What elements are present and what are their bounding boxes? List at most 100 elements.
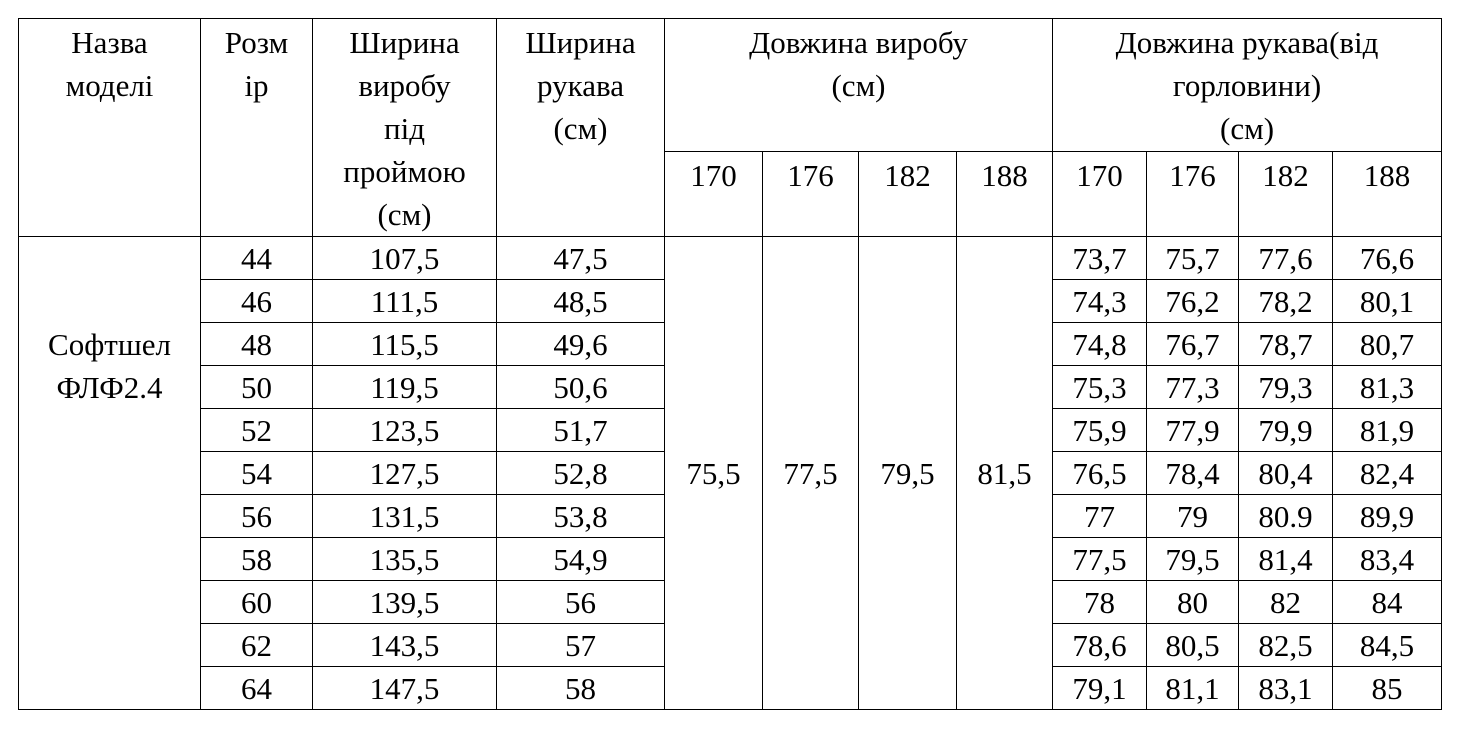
header-cell: Довжина виробу (см) xyxy=(663,17,1054,153)
table-row: 60 139,5 56 78 80 82 84 xyxy=(19,580,1443,624)
size-cell: 60 xyxy=(200,580,313,624)
sleeve-length-cell: 76,5 xyxy=(1052,451,1148,495)
body-width-cell: 119,5 xyxy=(312,365,497,409)
sleeve-length-cell: 76,7 xyxy=(1146,322,1240,366)
sleeve-length-cell: 76,2 xyxy=(1146,279,1240,323)
sleeve-length-cell: 78,7 xyxy=(1238,322,1334,366)
sleeve-length-cell: 75,9 xyxy=(1052,408,1148,452)
sleeve-length-cell: 79,3 xyxy=(1238,365,1334,409)
sleeve-length-cell: 81,9 xyxy=(1332,408,1443,452)
size-cell: 54 xyxy=(200,451,313,495)
size-cell: 64 xyxy=(200,666,313,710)
sleeve-length-cell: 89,9 xyxy=(1332,494,1443,538)
header-cell: Назва моделі xyxy=(18,18,201,237)
table-row: 54 127,5 52,8 76,5 78,4 80,4 82,4 xyxy=(19,451,1443,495)
header-cell: Ширина рукава (см) xyxy=(496,18,665,237)
sleeve-length-cell: 75,7 xyxy=(1146,236,1240,280)
body-width-cell: 127,5 xyxy=(312,451,497,495)
sleeve-width-cell: 54,9 xyxy=(496,537,665,581)
sleeve-length-cell: 74,3 xyxy=(1052,279,1148,323)
body-width-cell: 143,5 xyxy=(312,623,497,667)
header-cell: Розм ір xyxy=(200,18,313,237)
sleeve-length-cell: 83,4 xyxy=(1332,537,1443,581)
table-row: 52 123,5 51,7 75,9 77,9 79,9 81,9 xyxy=(19,408,1443,452)
size-cell: 52 xyxy=(200,408,313,452)
sleeve-length-cell: 76,6 xyxy=(1332,236,1443,280)
table-row: Назва моделі Розм ір Ширина виробу під про… xyxy=(18,17,1443,237)
body-width-cell: 131,5 xyxy=(312,494,497,538)
model-name: Софтшел ФЛФ2.4 xyxy=(18,236,201,710)
height-header: 188 xyxy=(1332,151,1443,237)
sleeve-length-cell: 82,4 xyxy=(1332,451,1443,495)
sleeve-length-cell: 73,7 xyxy=(1052,236,1148,280)
sleeve-length-cell: 80.9 xyxy=(1238,494,1334,538)
size-cell: 48 xyxy=(200,322,313,366)
height-header: 170 xyxy=(1052,151,1148,237)
body-width-cell: 139,5 xyxy=(312,580,497,624)
sleeve-width-cell: 51,7 xyxy=(496,408,665,452)
body-width-cell: 135,5 xyxy=(312,537,497,581)
header-cell: Ширина виробу під проймою (см) xyxy=(312,18,497,237)
sleeve-width-cell: 47,5 xyxy=(496,236,665,280)
table-row: Софтшел ФЛФ2.4 44 107,5 47,5 75,5 77,5 79,5 81,… xyxy=(18,236,1443,710)
sleeve-length-cell: 81,4 xyxy=(1238,537,1334,581)
table-row: 50 119,5 50,6 75,3 77,3 79,3 81,3 xyxy=(19,365,1443,409)
sleeve-length-cell: 77,6 xyxy=(1238,236,1334,280)
product-length-cell: 75,5 xyxy=(664,236,763,710)
sleeve-length-cell: 78 xyxy=(1052,580,1148,624)
sleeve-length-cell: 83,1 xyxy=(1238,666,1334,710)
table-row: 48 115,5 49,6 74,8 76,7 78,7 80,7 xyxy=(19,322,1443,366)
sleeve-length-cell: 85 xyxy=(1332,666,1443,710)
sleeve-length-cell: 80,5 xyxy=(1146,623,1240,667)
sleeve-width-cell: 57 xyxy=(496,623,665,667)
sleeve-length-cell: 74,8 xyxy=(1052,322,1148,366)
header-cell: Довжина рукава(від горловини) (см) xyxy=(1052,17,1443,153)
table-row: 64 147,5 58 79,1 81,1 83,1 85 xyxy=(19,666,1443,710)
sleeve-width-cell: 50,6 xyxy=(496,365,665,409)
size-cell: 58 xyxy=(200,537,313,581)
table-row: 62 143,5 57 78,6 80,5 82,5 84,5 xyxy=(19,623,1443,667)
sleeve-width-cell: 49,6 xyxy=(496,322,665,366)
sleeve-length-cell: 82 xyxy=(1238,580,1334,624)
size-table: Назва моделі Розм ір Ширина виробу під про… xyxy=(18,17,1443,710)
table-row: 58 135,5 54,9 77,5 79,5 81,4 83,4 xyxy=(19,537,1443,581)
body-width-cell: 123,5 xyxy=(312,408,497,452)
sleeve-length-cell: 84 xyxy=(1332,580,1443,624)
body-width-cell: 147,5 xyxy=(312,666,497,710)
table-body: Назва моделі Розм ір Ширина виробу під про… xyxy=(18,17,1443,710)
sleeve-length-cell: 78,4 xyxy=(1146,451,1240,495)
body-width-cell: 107,5 xyxy=(312,236,497,280)
sleeve-length-cell: 78,2 xyxy=(1238,279,1334,323)
body-width-cell: 111,5 xyxy=(312,279,497,323)
sleeve-width-cell: 58 xyxy=(496,666,665,710)
product-length-cell: 77,5 xyxy=(762,236,859,710)
body-width-cell: 115,5 xyxy=(312,322,497,366)
table-row: 46 111,5 48,5 74,3 76,2 78,2 80,1 xyxy=(19,279,1443,323)
table-row: 56 131,5 53,8 77 79 80.9 89,9 xyxy=(19,494,1443,538)
sleeve-length-cell: 79,1 xyxy=(1052,666,1148,710)
size-cell: 56 xyxy=(200,494,313,538)
sleeve-length-cell: 77,5 xyxy=(1052,537,1148,581)
height-header: 182 xyxy=(858,151,957,237)
sleeve-length-cell: 77,3 xyxy=(1146,365,1240,409)
sleeve-length-cell: 81,3 xyxy=(1332,365,1443,409)
height-header: 176 xyxy=(1146,151,1240,237)
size-cell: 62 xyxy=(200,623,313,667)
sleeve-length-cell: 84,5 xyxy=(1332,623,1443,667)
sleeve-length-cell: 80,4 xyxy=(1238,451,1334,495)
sleeve-length-cell: 80 xyxy=(1146,580,1240,624)
size-cell: 46 xyxy=(200,279,313,323)
sleeve-length-cell: 79,5 xyxy=(1146,537,1240,581)
sleeve-length-cell: 81,1 xyxy=(1146,666,1240,710)
product-length-cell: 81,5 xyxy=(955,236,1054,710)
sleeve-width-cell: 53,8 xyxy=(496,494,665,538)
product-length-cell: 79,5 xyxy=(858,236,957,710)
sleeve-length-cell: 77 xyxy=(1052,494,1148,538)
sleeve-length-cell: 78,6 xyxy=(1052,623,1148,667)
sleeve-length-cell: 77,9 xyxy=(1146,408,1240,452)
sleeve-width-cell: 56 xyxy=(496,580,665,624)
sleeve-length-cell: 75,3 xyxy=(1052,365,1148,409)
size-cell: 50 xyxy=(200,365,313,409)
sleeve-length-cell: 79,9 xyxy=(1238,408,1334,452)
